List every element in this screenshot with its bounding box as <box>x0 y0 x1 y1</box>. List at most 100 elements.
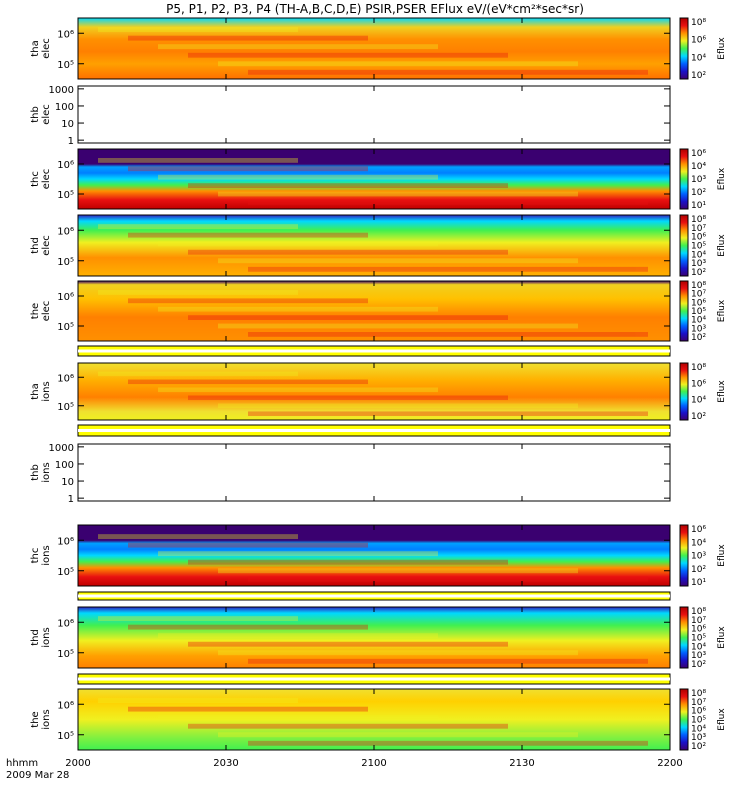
spectrogram-panels: thaelec10⁶10⁵10⁸10⁶10⁴10²Efluxthbelec100… <box>30 17 727 752</box>
time-axis: hhmm 2009 Mar 28 2000 2030 2100 2130 2200 <box>6 758 683 781</box>
spectrogram-image <box>78 363 670 420</box>
colorbar <box>679 524 689 587</box>
panel-ylabel-species: elec <box>41 235 52 256</box>
panel-ylabel-species: ions <box>41 462 52 482</box>
spectrogram-texture <box>98 698 648 746</box>
y-tick-label: 10⁶ <box>57 373 74 384</box>
colorbar-tick-label: 10⁶ <box>691 36 706 46</box>
time-tick-label: 2130 <box>509 758 534 769</box>
panel-ylabel: thaions <box>30 381 52 401</box>
panel-ylabel: theelec <box>30 301 52 322</box>
spectrogram-image <box>78 18 670 79</box>
colorbar-tick-label: 10² <box>691 188 706 198</box>
figure-title: P5, P1, P2, P3, P4 (TH-A,B,C,D,E) PSIR,P… <box>166 2 584 16</box>
panel-ylabel-species: elec <box>41 169 52 190</box>
panel-ylabel-probe: thd <box>30 629 41 646</box>
panel-ylabel: thdelec <box>30 235 52 256</box>
colorbar-tick-label: 10⁴ <box>691 53 706 63</box>
colorbar-tick-label: 10³ <box>691 552 706 562</box>
colorbar-tick-label: 10⁷ <box>691 290 706 300</box>
colorbar-tick-label: 10⁶ <box>691 379 706 389</box>
y-tick-label: 1 <box>68 494 74 505</box>
colorbar-label: Eflux <box>717 626 727 649</box>
colorbar-tick-label: 10³ <box>691 733 706 743</box>
colorbar-label: Eflux <box>717 544 727 567</box>
y-tick-label: 10⁶ <box>57 618 74 629</box>
y-tick-label: 10⁵ <box>57 322 74 333</box>
colorbar-tick-label: 10² <box>691 565 706 575</box>
colorbar-tick-label: 10⁴ <box>691 642 706 652</box>
y-tick-label: 100 <box>55 460 74 471</box>
panel-ylabel-probe: thc <box>30 171 41 187</box>
colorbar-tick-label: 10⁸ <box>691 281 706 291</box>
panel-frame <box>77 443 671 502</box>
panel-thb-ions: thbions 1000 100 10 1 <box>30 443 671 505</box>
colorbar-label: Eflux <box>717 234 727 257</box>
colorbar-tick-label: 10⁴ <box>691 250 706 260</box>
colorbar-tick-label: 10⁶ <box>691 233 706 243</box>
panel-ylabel-species: ions <box>41 381 52 401</box>
colorbar-tick-label: 10⁴ <box>691 162 706 172</box>
panel-ylabel: theions <box>30 709 52 729</box>
panel-ylabel: thdions <box>30 627 52 647</box>
y-tick-label: 10⁵ <box>57 257 74 268</box>
panel-tha-elec: thaelec 10⁶ 10⁵ 10⁸ 10⁶ 10⁴ 10² Eflux <box>30 17 727 81</box>
y-tick-label: 100 <box>55 102 74 113</box>
colorbar-tick-label: 10⁵ <box>691 716 706 726</box>
y-tick-label: 1 <box>68 136 74 147</box>
panel-thb-elec: thbelec 1000 100 10 1 <box>30 85 671 147</box>
colorbar-tick-label: 10³ <box>691 324 706 334</box>
y-tick-label: 10⁵ <box>57 567 74 578</box>
spectrogram-image <box>78 281 670 341</box>
colorbar-tick-label: 10⁴ <box>691 724 706 734</box>
colorbar-tick-label: 10⁸ <box>691 689 706 699</box>
colorbar-tick-label: 10¹ <box>691 201 706 211</box>
colorbar-tick-label: 10³ <box>691 259 706 269</box>
y-tick-label: 10⁶ <box>57 536 74 547</box>
spectrogram-texture <box>98 27 648 75</box>
colorbar-tick-label: 10² <box>691 412 706 422</box>
panel-ylabel-species: ions <box>41 545 52 565</box>
y-tick-label: 1000 <box>49 85 74 96</box>
colorbar <box>679 148 689 210</box>
colorbar-tick-label: 10³ <box>691 175 706 185</box>
colorbar-tick-label: 10⁸ <box>691 363 706 373</box>
panel-thc-elec: thcelec 10⁶ 10⁵ 10⁶ 10⁴ 10³ 10² 10¹ Eflux <box>30 148 727 211</box>
panel-ylabel-probe: thb <box>30 464 41 481</box>
panel-thc-ions: thcions 10⁶ 10⁵ 10⁶ 10⁴ 10³ 10² 10¹ Eflux <box>30 524 727 601</box>
y-tick-label: 10⁵ <box>57 649 74 660</box>
time-axis-date-label: 2009 Mar 28 <box>6 770 69 781</box>
spectrogram-texture <box>98 371 648 417</box>
colorbar-tick-label: 10⁶ <box>691 707 706 717</box>
y-tick-label: 10 <box>61 119 74 130</box>
time-tick-label: 2200 <box>657 758 682 769</box>
panel-frame <box>77 85 671 144</box>
panel-ylabel: thbions <box>30 462 52 482</box>
spectrogram-texture <box>98 224 648 272</box>
y-tick-label: 10⁵ <box>57 731 74 742</box>
colorbar-tick-label: 10⁷ <box>691 698 706 708</box>
spectrogram-texture <box>98 290 648 337</box>
panel-ylabel-species: elec <box>41 38 52 59</box>
y-tick-label: 10⁶ <box>57 29 74 40</box>
panel-ylabel: thcions <box>30 545 52 565</box>
spectrogram-image <box>78 215 670 276</box>
panel-ylabel-probe: thb <box>30 106 41 123</box>
time-tick-label: 2030 <box>213 758 238 769</box>
colorbar-tick-label: 10⁵ <box>691 307 706 317</box>
colorbar-label: Eflux <box>717 37 727 60</box>
spectrogram-image <box>78 607 670 668</box>
y-tick-label: 10⁵ <box>57 190 74 201</box>
panel-ylabel-probe: the <box>30 711 41 727</box>
colorbar-label: Eflux <box>717 167 727 190</box>
colorbar <box>679 606 689 669</box>
panel-ylabel-probe: tha <box>30 40 41 56</box>
panel-ylabel-probe: thd <box>30 237 41 254</box>
colorbar-tick-label: 10⁶ <box>691 298 706 308</box>
y-tick-label: 10⁵ <box>57 402 74 413</box>
colorbar <box>679 214 689 277</box>
